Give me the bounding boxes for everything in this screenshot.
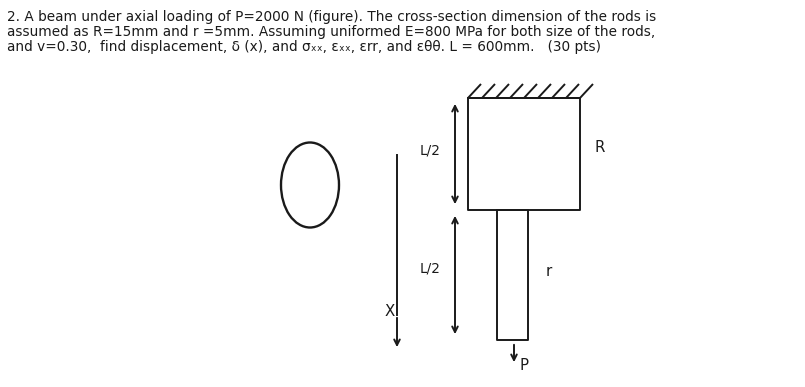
Text: X: X [385, 305, 395, 320]
Text: and v=0.30,  find displacement, δ (x), and σₓₓ, εₓₓ, εrr, and εθθ. L = 600mm.   : and v=0.30, find displacement, δ (x), an… [7, 40, 601, 54]
Text: r: r [546, 264, 552, 279]
Text: R: R [594, 140, 605, 156]
Text: L/2: L/2 [419, 143, 440, 157]
Text: 2. A beam under axial loading of P=2000 N (figure). The cross-section dimension : 2. A beam under axial loading of P=2000 … [7, 10, 656, 24]
Text: P: P [519, 358, 528, 373]
Text: assumed as R=15mm and r =5mm. Assuming uniformed E=800 MPa for both size of the : assumed as R=15mm and r =5mm. Assuming u… [7, 25, 655, 39]
Text: L/2: L/2 [419, 261, 440, 275]
